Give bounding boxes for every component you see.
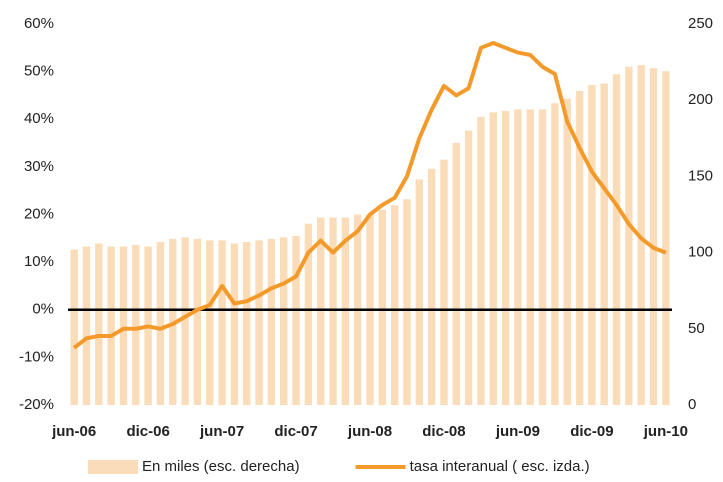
bar (378, 209, 387, 405)
legend-label: En miles (esc. derecha) (142, 458, 300, 475)
bar (341, 217, 350, 405)
x-tick-label: dic-07 (274, 423, 317, 440)
bar (304, 223, 313, 405)
bar (551, 103, 559, 406)
bar (440, 159, 448, 405)
bar (625, 66, 633, 405)
y-tick-label: 50% (24, 63, 54, 80)
x-tick-label: dic-08 (422, 423, 465, 440)
bar (255, 240, 263, 405)
y-tick-label: 10% (24, 253, 54, 270)
y2-tick-label: 200 (688, 91, 713, 108)
bar (280, 237, 288, 405)
bar (600, 83, 608, 405)
bar (156, 241, 165, 405)
bar (82, 246, 91, 405)
y2-tick-label: 50 (688, 320, 705, 337)
y-tick-label: -10% (19, 348, 54, 365)
bar (501, 110, 510, 406)
bar (662, 71, 670, 405)
x-tick-label: jun-08 (347, 423, 392, 440)
bar (243, 241, 251, 405)
bar (181, 237, 189, 405)
bar (390, 205, 399, 405)
y2-tick-label: 150 (688, 167, 713, 184)
bar (538, 109, 547, 406)
bar (230, 243, 239, 405)
bar (526, 109, 534, 406)
bar (218, 240, 226, 405)
bar (637, 65, 645, 405)
x-tick-label: jun-10 (643, 423, 688, 440)
bar (292, 235, 300, 405)
bar (329, 217, 337, 405)
y-tick-label: 60% (24, 15, 54, 32)
x-tick-label: dic-09 (570, 423, 613, 440)
bar (489, 112, 497, 405)
bar (415, 179, 424, 405)
x-tick-label: jun-07 (199, 423, 244, 440)
y-tick-label: -20% (19, 396, 54, 413)
bar (316, 217, 325, 405)
x-tick-label: jun-06 (51, 423, 96, 440)
bar (477, 116, 485, 406)
bar (464, 130, 473, 405)
bar (267, 238, 276, 405)
legend-label: tasa interanual ( esc. izda.) (410, 458, 590, 475)
bar (403, 199, 411, 405)
bar (563, 98, 571, 406)
bar (588, 84, 596, 406)
bar (612, 74, 621, 406)
bar (427, 168, 436, 405)
bar (206, 240, 214, 405)
y-tick-label: 20% (24, 205, 54, 222)
bar (514, 109, 522, 406)
y-tick-label: 0% (32, 301, 54, 318)
legend-swatch (88, 460, 138, 474)
bar (119, 246, 128, 405)
x-tick-label: dic-06 (126, 423, 169, 440)
bar (193, 238, 202, 405)
bar (70, 249, 78, 405)
y-tick-label: 40% (24, 110, 54, 127)
bar (107, 246, 115, 405)
bar (649, 68, 658, 406)
bar (575, 91, 584, 405)
bar (452, 142, 460, 405)
y-tick-label: 30% (24, 158, 54, 175)
y2-tick-label: 0 (688, 396, 696, 413)
line (72, 41, 667, 350)
bar (132, 244, 140, 405)
x-tick-label: jun-09 (495, 423, 540, 440)
y2-tick-label: 100 (688, 244, 713, 261)
y2-tick-label: 250 (688, 15, 713, 32)
bar (95, 243, 103, 405)
